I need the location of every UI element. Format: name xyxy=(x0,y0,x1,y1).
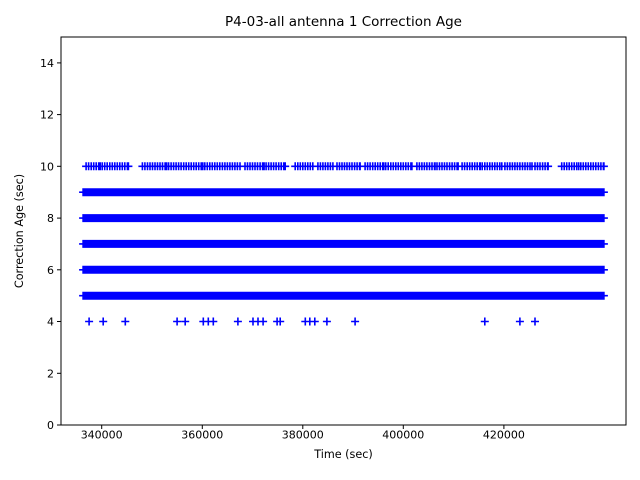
y-axis-label: Correction Age (sec) xyxy=(13,174,26,288)
y-tick-label: 8 xyxy=(47,212,54,225)
chart-title: P4-03-all antenna 1 Correction Age xyxy=(225,14,462,30)
series-age-6-markers xyxy=(79,265,608,274)
y-tick-label: 0 xyxy=(47,419,54,432)
series-age-5-markers xyxy=(79,291,608,300)
x-tick-label: 400000 xyxy=(382,429,424,442)
y-tick-label: 6 xyxy=(47,264,54,277)
x-axis-label: Time (sec) xyxy=(313,448,373,461)
x-tick-label: 360000 xyxy=(181,429,223,442)
series-age-9-markers xyxy=(79,188,608,197)
y-tick-label: 10 xyxy=(40,160,54,173)
y-tick-label: 2 xyxy=(47,367,54,380)
x-tick-label: 340000 xyxy=(81,429,123,442)
y-tick-label: 14 xyxy=(40,57,54,70)
y-tick-label: 12 xyxy=(40,109,54,122)
x-tick-label: 420000 xyxy=(483,429,525,442)
axes-frame xyxy=(60,36,627,426)
x-tick-label: 380000 xyxy=(282,429,324,442)
series-age-8-markers xyxy=(79,214,608,223)
series-age-4-markers xyxy=(85,317,539,326)
y-tick-label: 4 xyxy=(47,316,54,329)
plot-area: 340000 360000 380000 400000 420000 0 2 4 6 8 10 12 1… xyxy=(40,36,627,442)
series-age-10-markers xyxy=(82,162,608,171)
series-age-7-markers xyxy=(79,239,608,248)
